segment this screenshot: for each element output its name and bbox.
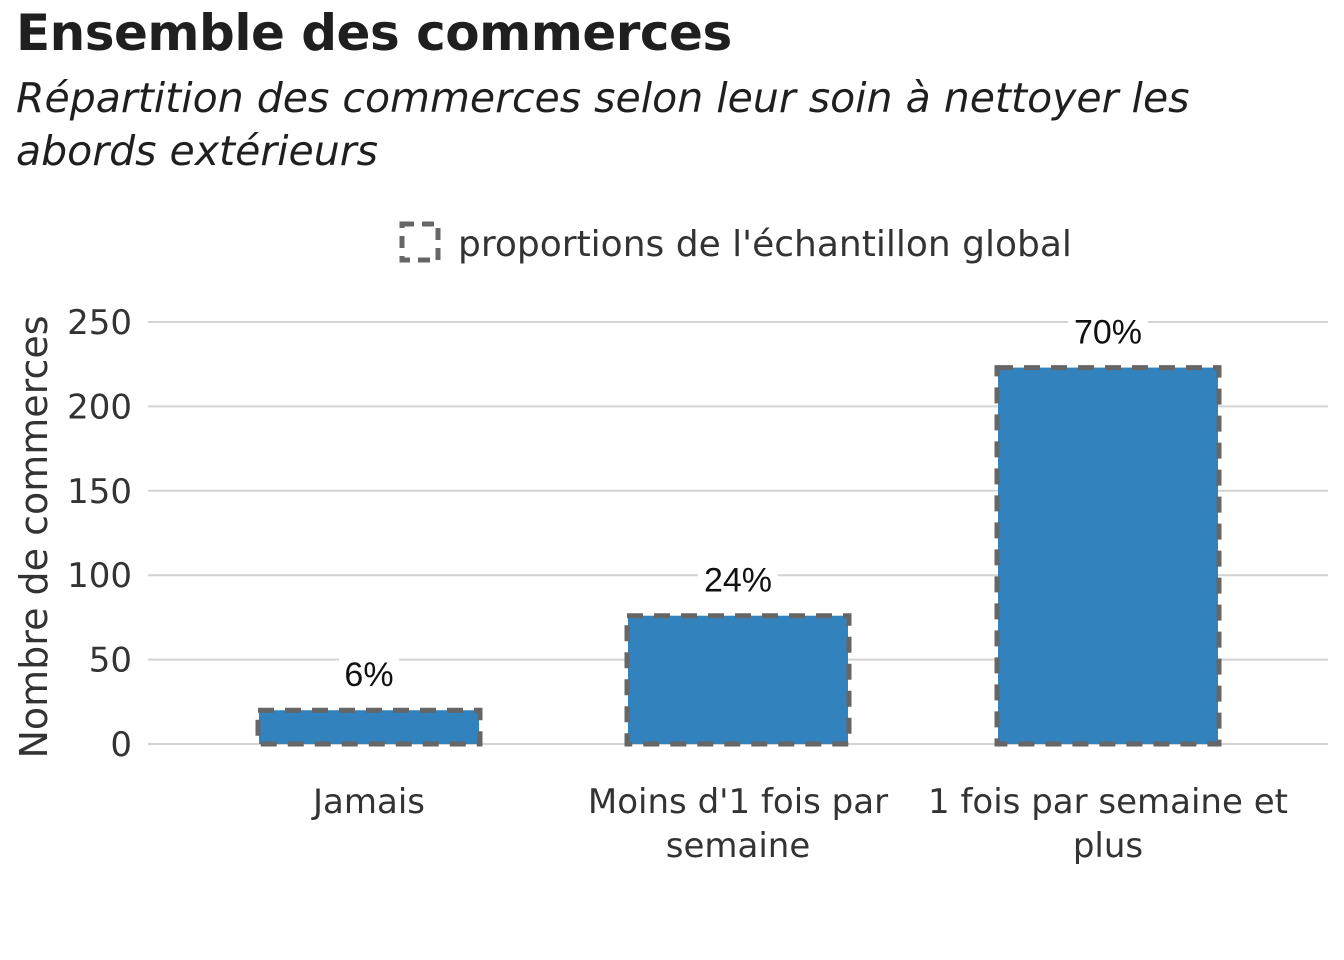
legend: proportions de l'échantillon global — [399, 221, 1072, 265]
reference-outline — [255, 707, 483, 747]
x-category-label: 1 fois par semaine et — [928, 782, 1288, 822]
data-label-background — [698, 561, 778, 602]
y-tick-label: 50 — [89, 641, 132, 681]
chart-subtitle: Répartition des commerces selon leur soi… — [16, 74, 1190, 175]
bar — [259, 710, 479, 744]
x-category-label: plus — [1073, 826, 1143, 866]
y-tick-label: 150 — [67, 472, 132, 512]
data-label: 24% — [704, 562, 772, 600]
x-category-label: Jamais — [311, 782, 425, 822]
data-label-background — [1068, 313, 1148, 354]
bars — [255, 365, 1222, 747]
y-tick-label: 250 — [67, 303, 132, 343]
y-tick-label: 200 — [67, 387, 132, 427]
data-labels: 6% 24% 70% — [339, 313, 1148, 697]
data-label: 6% — [344, 656, 393, 694]
chart-title: Ensemble des commerces — [16, 4, 732, 62]
x-category-label: Moins d'1 fois par — [588, 782, 888, 822]
bar — [998, 367, 1218, 744]
data-label-background — [339, 656, 399, 697]
reference-outline — [994, 365, 1222, 747]
legend-key-dashed-outline — [399, 221, 441, 263]
y-axis-title: Nombre de commerces — [12, 315, 56, 758]
y-tick-label: 100 — [67, 556, 132, 596]
x-category-label: semaine — [666, 826, 811, 866]
data-label: 70% — [1074, 314, 1142, 352]
reference-outline — [624, 613, 852, 747]
legend-label: proportions de l'échantillon global — [458, 224, 1072, 265]
bar — [628, 615, 848, 744]
y-tick-label: 0 — [110, 725, 132, 765]
y-axis-ticks: 0 50 100 150 200 250 — [67, 303, 132, 765]
